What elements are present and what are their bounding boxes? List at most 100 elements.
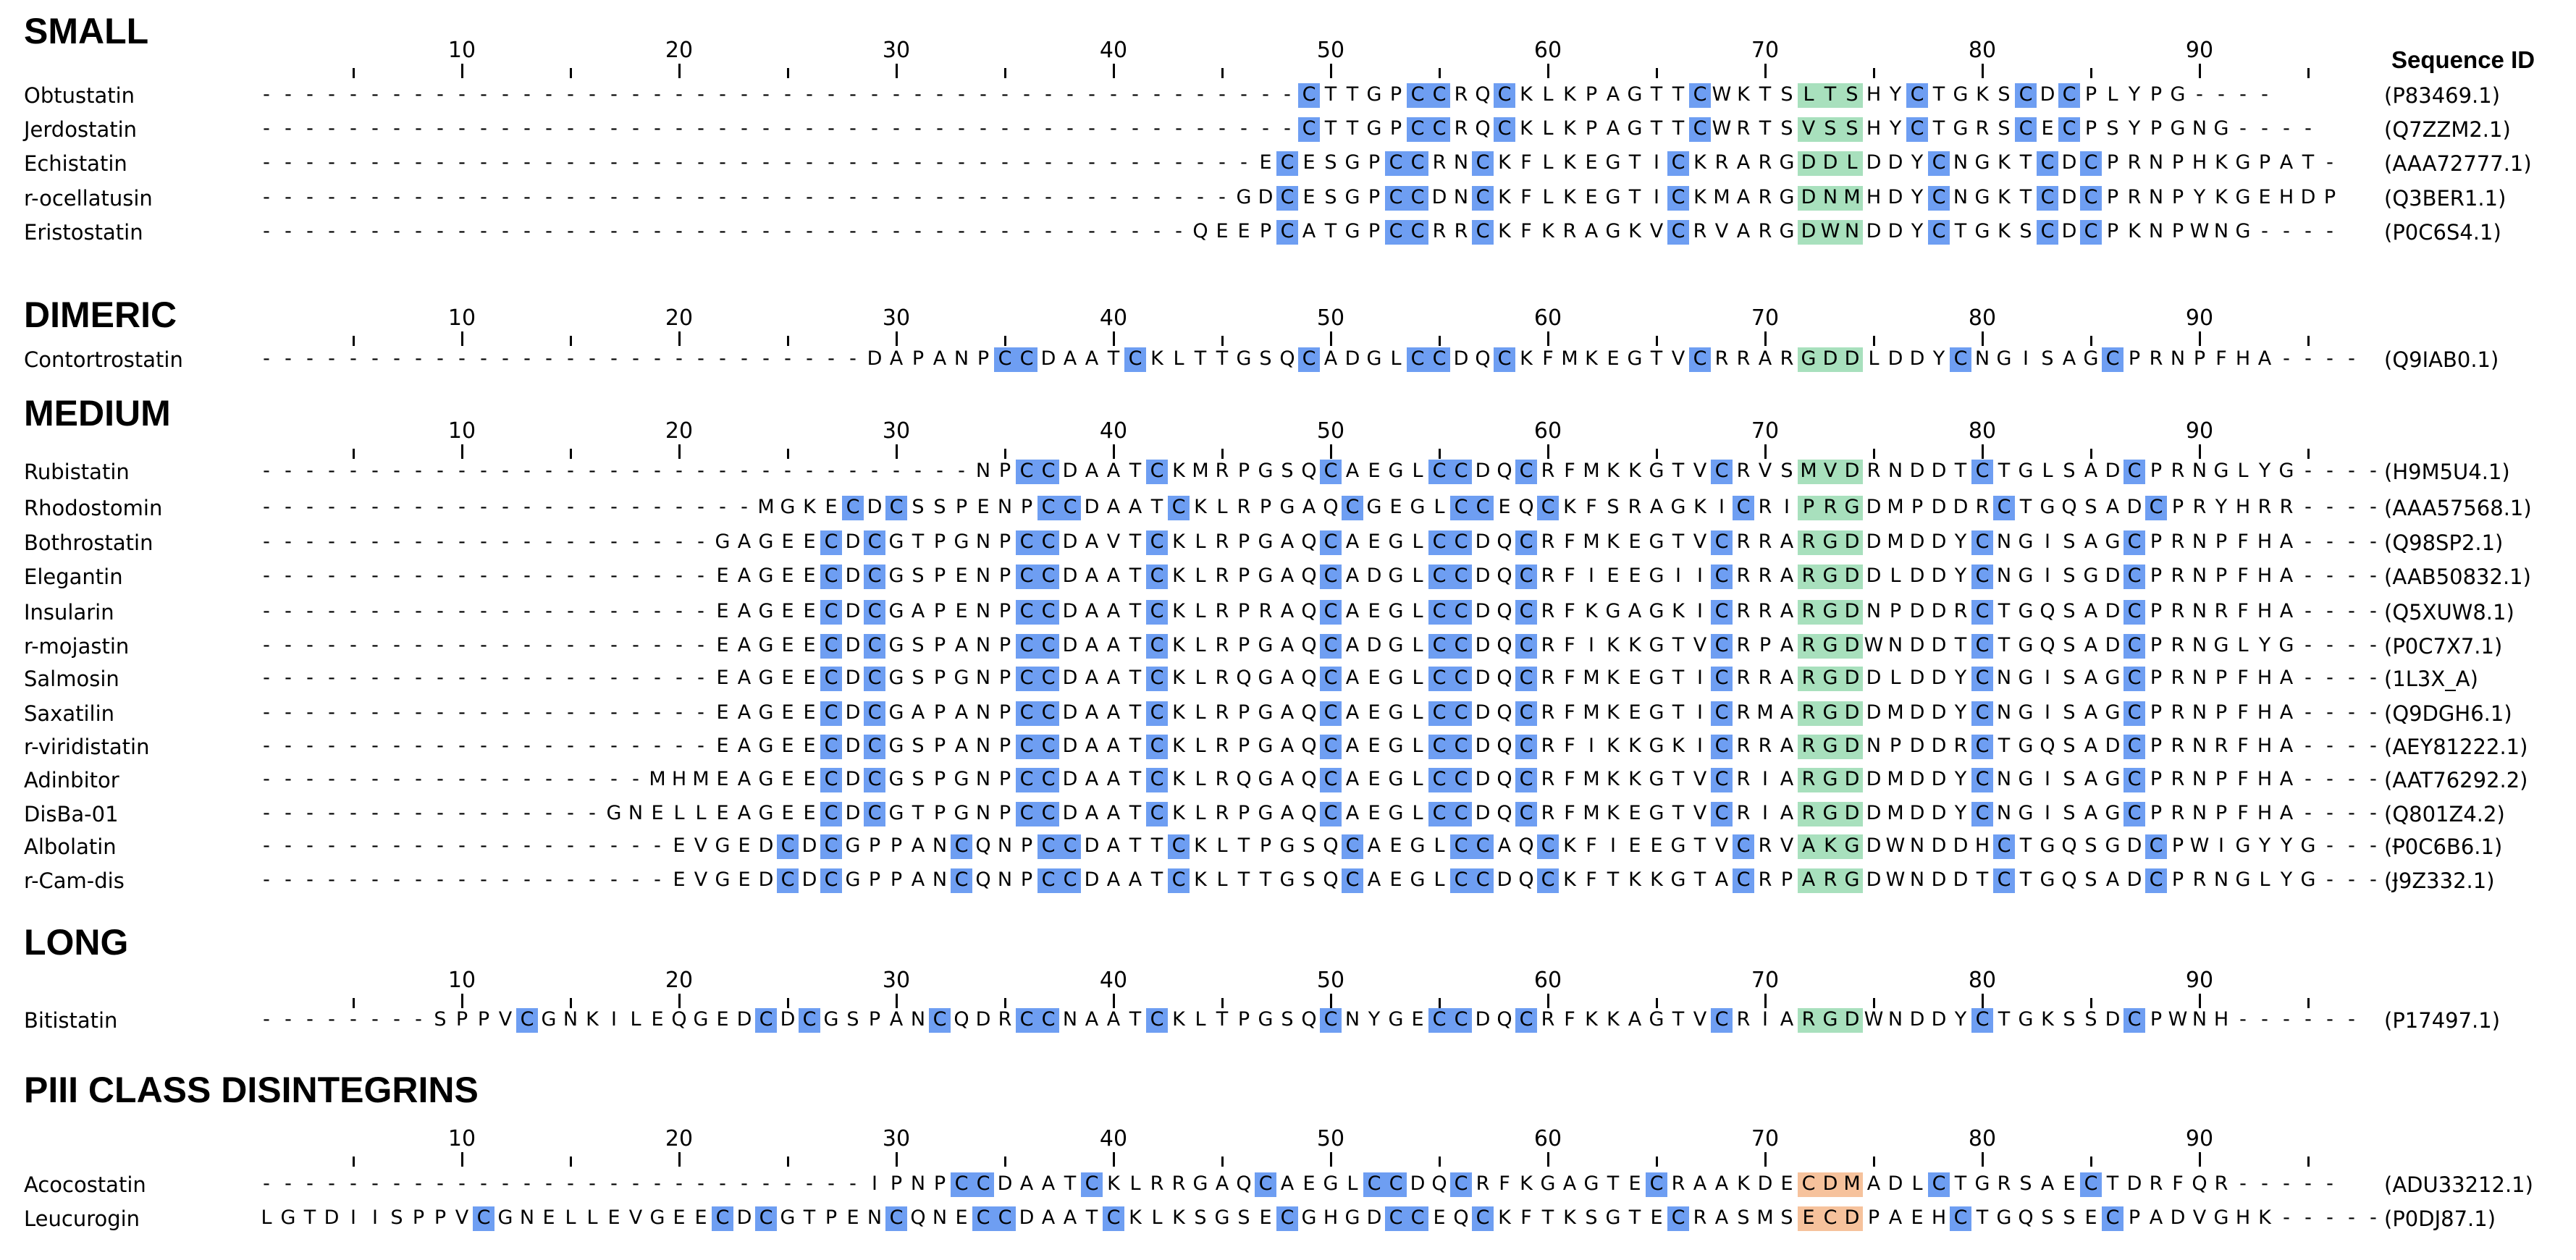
cysteine-highlight bbox=[1146, 634, 1168, 659]
residue: V bbox=[1106, 530, 1121, 553]
gap-residue: - bbox=[2326, 834, 2333, 857]
residue: G bbox=[2018, 600, 2034, 622]
residue: D bbox=[1757, 1172, 1773, 1195]
residue: D bbox=[1931, 701, 1947, 724]
gap-residue: - bbox=[2370, 600, 2377, 622]
residue: C bbox=[1150, 735, 1164, 757]
gap-residue: - bbox=[697, 496, 704, 518]
gap-residue: - bbox=[393, 220, 400, 242]
residue: I bbox=[1762, 768, 1768, 790]
residue: R bbox=[1693, 220, 1707, 242]
gap-residue: - bbox=[589, 1172, 596, 1195]
residue: C bbox=[2105, 1206, 2120, 1229]
residue: G bbox=[954, 802, 969, 824]
gap-residue: - bbox=[415, 565, 422, 587]
residue: G bbox=[693, 1008, 709, 1031]
residue: D bbox=[1844, 634, 1860, 656]
ruler-tick bbox=[461, 331, 463, 346]
residue: P bbox=[998, 768, 1011, 790]
residue: I bbox=[1697, 565, 1703, 587]
gap-residue: - bbox=[2239, 1172, 2247, 1195]
ruler-number: 40 bbox=[1099, 38, 1128, 63]
residue: P bbox=[2193, 347, 2206, 370]
residue: C bbox=[2062, 117, 2076, 140]
cysteine-highlight bbox=[1168, 496, 1190, 520]
residue: Q bbox=[1475, 83, 1491, 106]
sequence-name: Albolatin bbox=[24, 834, 117, 859]
residue: L bbox=[1890, 565, 1901, 587]
residue: D bbox=[1931, 1008, 1947, 1031]
cysteine-highlight bbox=[1450, 600, 1472, 625]
residue: S bbox=[2063, 667, 2076, 689]
gap-residue: - bbox=[350, 868, 357, 891]
residue: D bbox=[736, 1008, 752, 1031]
gap-residue: - bbox=[610, 117, 618, 140]
residue: S bbox=[2084, 868, 2097, 891]
cysteine-highlight bbox=[1537, 496, 1559, 520]
ruler-tick bbox=[1439, 998, 1441, 1008]
residue: K bbox=[1607, 667, 1620, 689]
residue: A bbox=[1801, 834, 1816, 857]
sequence-name: Bitistatin bbox=[24, 1008, 118, 1033]
residue: C bbox=[1302, 347, 1316, 370]
residue: P bbox=[2150, 530, 2163, 553]
residue: E bbox=[716, 768, 729, 790]
gap-residue: - bbox=[328, 768, 335, 790]
ruler-tick bbox=[1656, 449, 1658, 459]
ruler-tick bbox=[353, 449, 355, 459]
gap-residue: - bbox=[458, 1172, 466, 1195]
residue: N bbox=[2170, 347, 2186, 370]
gap-residue: - bbox=[2304, 768, 2312, 790]
gap-residue: - bbox=[697, 151, 704, 174]
residue: L bbox=[1195, 802, 1206, 824]
residue: D bbox=[845, 600, 861, 622]
residue: C bbox=[1454, 1008, 1468, 1031]
residue: E bbox=[1411, 1008, 1424, 1031]
residue: N bbox=[2192, 667, 2207, 689]
ruler-tick bbox=[1764, 1152, 1767, 1167]
residue: N bbox=[997, 868, 1013, 891]
residue: S bbox=[2106, 117, 2119, 140]
ruler-tick bbox=[570, 1157, 572, 1167]
residue: E bbox=[781, 735, 794, 757]
residue: C bbox=[780, 834, 795, 857]
residue: C bbox=[1389, 186, 1403, 208]
residue: N bbox=[975, 701, 991, 724]
residue: P bbox=[2106, 151, 2119, 174]
residue: R bbox=[2257, 496, 2272, 518]
residue: C bbox=[1367, 1172, 1381, 1195]
ruler-number: 10 bbox=[447, 305, 476, 331]
residue: R bbox=[2171, 802, 2185, 824]
residue: F bbox=[1564, 701, 1575, 724]
residue: D bbox=[1909, 530, 1925, 553]
residue: T bbox=[1607, 868, 1620, 891]
residue: L bbox=[1412, 667, 1423, 689]
gap-residue: - bbox=[480, 834, 487, 857]
residue: V bbox=[1823, 460, 1838, 482]
residue: T bbox=[1129, 460, 1142, 482]
residue: C bbox=[1345, 868, 1360, 891]
gap-residue: - bbox=[437, 834, 444, 857]
residue: A bbox=[889, 1008, 904, 1031]
residue: K bbox=[1520, 83, 1533, 106]
residue: T bbox=[1824, 83, 1837, 106]
residue: D bbox=[1887, 1172, 1903, 1195]
gap-residue: - bbox=[415, 460, 422, 482]
gap-residue: - bbox=[893, 151, 900, 174]
cysteine-highlight bbox=[1016, 667, 1037, 691]
residue: C bbox=[1432, 701, 1447, 724]
residue: L bbox=[1195, 768, 1206, 790]
gap-residue: - bbox=[545, 768, 552, 790]
residue: R bbox=[1736, 600, 1751, 622]
residue: C bbox=[1997, 496, 2011, 518]
residue: C bbox=[824, 600, 838, 622]
gap-residue: - bbox=[2326, 768, 2333, 790]
gap-residue: - bbox=[1001, 117, 1009, 140]
gap-residue: - bbox=[415, 634, 422, 656]
cysteine-highlight bbox=[1276, 186, 1298, 211]
gap-residue: - bbox=[350, 667, 357, 689]
residue: G bbox=[1388, 530, 1404, 553]
residue: D bbox=[2105, 634, 2121, 656]
residue: S bbox=[2063, 530, 2076, 553]
residue: P bbox=[1389, 117, 1402, 140]
